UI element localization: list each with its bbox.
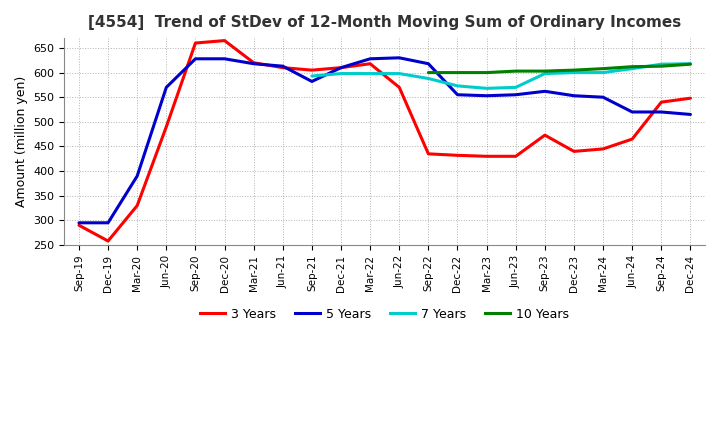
7 Years [599,70,608,75]
3 Years [686,95,695,101]
Line: 5 Years: 5 Years [79,58,690,223]
3 Years [307,67,316,73]
7 Years [453,83,462,88]
5 Years [570,93,578,99]
7 Years [628,66,636,71]
3 Years [482,154,491,159]
3 Years [541,132,549,138]
5 Years [424,61,433,66]
5 Years [133,173,142,179]
5 Years [279,63,287,69]
10 Years [599,66,608,71]
3 Years [366,61,374,66]
Line: 10 Years: 10 Years [428,64,690,73]
3 Years [337,65,346,70]
5 Years [162,85,171,90]
5 Years [75,220,84,225]
5 Years [453,92,462,97]
Y-axis label: Amount (million yen): Amount (million yen) [15,76,28,207]
3 Years [628,136,636,142]
3 Years [599,146,608,151]
7 Years [686,61,695,66]
10 Years [570,67,578,73]
Legend: 3 Years, 5 Years, 7 Years, 10 Years: 3 Years, 5 Years, 7 Years, 10 Years [195,303,575,326]
5 Years [482,93,491,99]
3 Years [395,85,404,90]
10 Years [453,70,462,75]
10 Years [628,64,636,70]
7 Years [541,71,549,76]
5 Years [249,61,258,66]
5 Years [307,79,316,84]
5 Years [395,55,404,60]
Title: [4554]  Trend of StDev of 12-Month Moving Sum of Ordinary Incomes: [4554] Trend of StDev of 12-Month Moving… [88,15,681,30]
7 Years [366,71,374,76]
7 Years [307,73,316,79]
7 Years [337,71,346,76]
3 Years [191,40,199,46]
5 Years [599,95,608,100]
5 Years [657,110,666,115]
10 Years [657,63,666,69]
10 Years [541,69,549,74]
3 Years [511,154,520,159]
3 Years [570,149,578,154]
10 Years [686,62,695,67]
5 Years [511,92,520,97]
7 Years [570,70,578,75]
Line: 3 Years: 3 Years [79,40,690,241]
5 Years [686,112,695,117]
3 Years [424,151,433,157]
7 Years [482,86,491,91]
3 Years [220,38,229,43]
5 Years [366,56,374,62]
3 Years [249,60,258,66]
3 Years [104,238,112,244]
10 Years [424,70,433,75]
3 Years [453,153,462,158]
Line: 7 Years: 7 Years [312,64,690,88]
3 Years [133,203,142,208]
5 Years [191,56,199,62]
7 Years [424,76,433,81]
3 Years [162,124,171,129]
7 Years [395,71,404,76]
3 Years [279,65,287,70]
5 Years [220,56,229,62]
10 Years [482,70,491,75]
5 Years [628,110,636,115]
3 Years [657,99,666,105]
7 Years [511,85,520,90]
3 Years [75,223,84,228]
5 Years [337,65,346,70]
10 Years [511,69,520,74]
5 Years [104,220,112,225]
7 Years [657,62,666,67]
5 Years [541,88,549,94]
